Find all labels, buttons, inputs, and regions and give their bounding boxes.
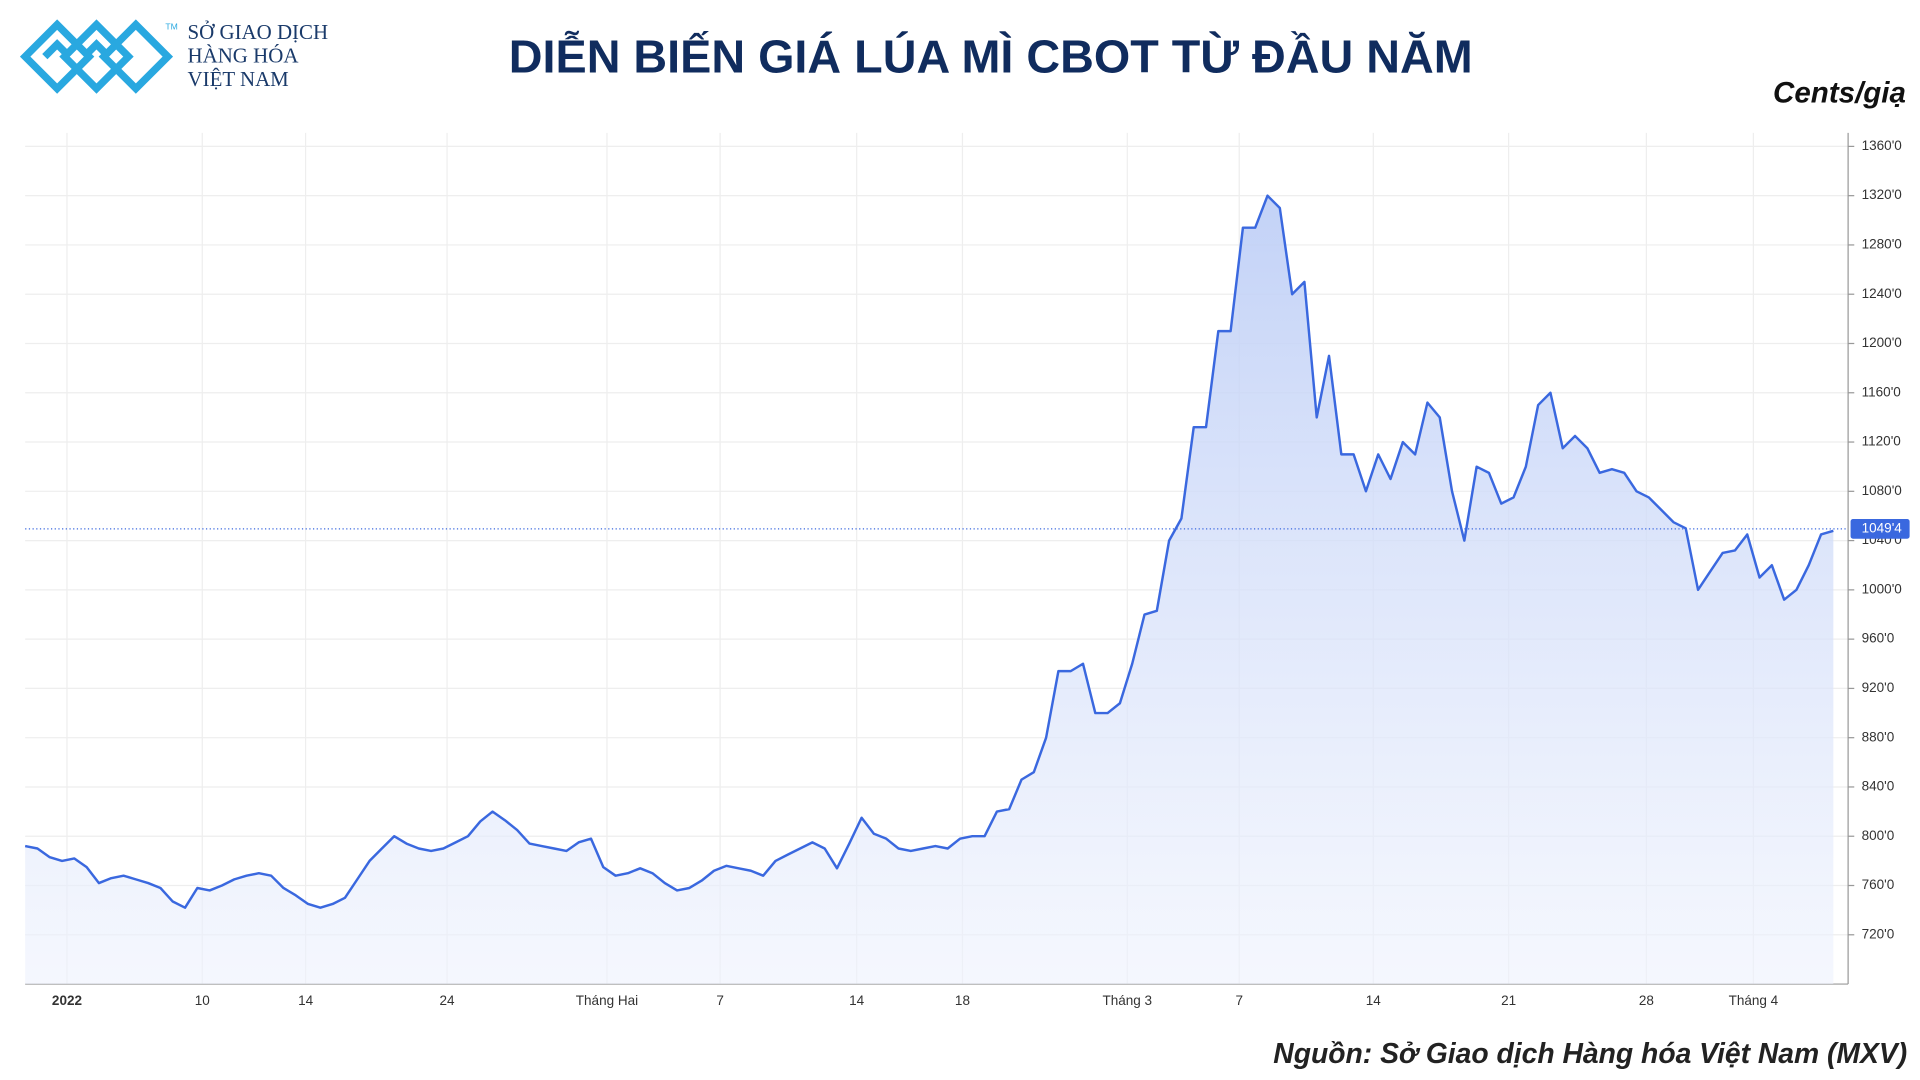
area [25, 195, 1834, 985]
logo-text: HÀNG HÓA [188, 44, 299, 68]
x-tick-label: 7 [716, 993, 724, 1008]
x-tick-label: 14 [1366, 993, 1382, 1008]
last-price-box [1850, 519, 1910, 539]
y-tick-label: 1280'0 [1862, 237, 1902, 252]
x-tick-label: 14 [849, 993, 865, 1008]
x-tick-label: 28 [1639, 993, 1654, 1008]
y-tick-label: 840'0 [1862, 779, 1895, 794]
x-tick-label: 10 [195, 993, 210, 1008]
x-tick-label: 7 [1235, 993, 1243, 1008]
source-note: Nguồn: Sở Giao dịch Hàng hóa Việt Nam (M… [1273, 1037, 1907, 1069]
x-tick-label: 14 [298, 993, 314, 1008]
y-tick-label: 880'0 [1862, 729, 1895, 744]
y-tick-label: 800'0 [1862, 828, 1895, 843]
unit-label: Cents/giạ [1773, 77, 1906, 110]
y-tick-label: 1240'0 [1862, 286, 1902, 301]
logo-tm: TM [165, 21, 177, 31]
x-tick-label: 24 [440, 993, 456, 1008]
y-tick-label: 1000'0 [1862, 581, 1902, 596]
y-tick-label: 1200'0 [1862, 335, 1902, 350]
x-tick-label: 18 [955, 993, 970, 1008]
plot-area: 720'0 760'0 800'0 840'0 880'0 920'0 960'0 1000'… [24, 132, 1910, 1008]
y-tick-label: 1160'0 [1862, 384, 1901, 399]
logo-icon [19, 19, 174, 94]
y-tick-label: 720'0 [1862, 926, 1895, 941]
x-tick-label: Tháng 3 [1102, 993, 1152, 1008]
logo-text: SỞ GIAO DỊCH [188, 20, 329, 44]
x-tick-label: Tháng 4 [1729, 993, 1779, 1008]
y-tick-label: 1080'0 [1862, 483, 1902, 498]
last-price-label: 1049'4 [1862, 520, 1903, 535]
y-tick-label: 1120'0 [1862, 434, 1901, 449]
y-tick-label: 920'0 [1862, 680, 1895, 695]
logo: TM SỞ GIAO DỊCH HÀNG HÓA VIỆT NAM [19, 19, 329, 94]
chart-title: DIỄN BIẾN GIÁ LÚA MÌ CBOT TỪ ĐẦU NĂM [509, 31, 1473, 83]
x-tick-label: 21 [1501, 993, 1516, 1008]
y-tick-label: 960'0 [1862, 631, 1895, 646]
y-tick-label: 1320'0 [1862, 187, 1902, 202]
x-tick-label: 2022 [52, 993, 82, 1008]
y-tick-label: 760'0 [1862, 877, 1895, 892]
x-tick-label: Tháng Hai [576, 993, 638, 1008]
price-line [24, 194, 1834, 909]
y-tick-label: 1360'0 [1862, 138, 1902, 153]
logo-text: VIỆT NAM [188, 67, 289, 91]
